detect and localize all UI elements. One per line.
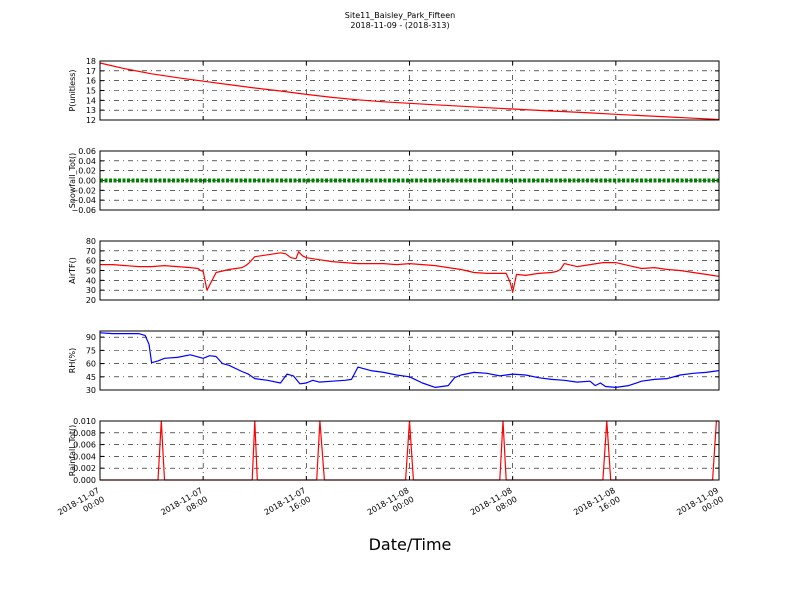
rh-ytick-label: 45 xyxy=(86,373,96,382)
rh-ytick-label: 60 xyxy=(86,360,96,369)
rainfall-frame xyxy=(99,420,720,481)
snowfall-ylabel: Snowfall_Tot() xyxy=(68,153,77,209)
rh-series-line xyxy=(99,332,720,388)
rh-frame xyxy=(99,330,720,391)
air-temp-ylabel: AirTF() xyxy=(68,257,77,284)
rainfall-ylabel: Rainfall_Tot() xyxy=(68,425,77,477)
pressure-frame xyxy=(99,60,720,121)
x-axis-label: Date/Time xyxy=(369,535,452,554)
air-temp-ytick-label: 30 xyxy=(86,286,96,295)
pressure-ytick-label: 17 xyxy=(86,67,96,76)
pressure-ytick-label: 18 xyxy=(86,57,96,66)
chart-title: Site11_Baisley_Park_Fifteen xyxy=(344,11,456,20)
rainfall-ytick-label: 0.000 xyxy=(73,476,96,485)
snowfall-frame xyxy=(99,150,720,211)
rh-ytick-label: 90 xyxy=(86,333,96,342)
rainfall-ytick-label: 0.006 xyxy=(73,441,96,450)
pressure-ytick-label: 14 xyxy=(86,96,96,105)
chart-subtitle: 2018-11-09 - (2018-313) xyxy=(350,21,450,30)
rainfall-ytick-label: 0.002 xyxy=(73,464,96,473)
pressure-ytick-label: 16 xyxy=(86,77,96,86)
snowfall-panel: −0.06−0.04−0.020.000.020.040.06Snowfall_… xyxy=(68,147,720,215)
rainfall-ytick-label: 0.008 xyxy=(73,429,96,438)
air-temp-series-line xyxy=(100,251,720,293)
air-temp-ytick-label: 20 xyxy=(86,296,96,305)
air-temp-ytick-label: 80 xyxy=(86,237,96,246)
rh-ylabel: RH(%) xyxy=(68,348,77,373)
pressure-series-line xyxy=(99,62,720,121)
pressure-ylabel: P(unitless) xyxy=(68,69,77,111)
air-temp-ytick-label: 50 xyxy=(86,267,96,276)
rh-ytick-label: 75 xyxy=(86,346,96,355)
snowfall-ytick-label: 0.06 xyxy=(78,147,96,156)
rh-ytick-label: 30 xyxy=(86,386,96,395)
snowfall-ytick-label: −0.02 xyxy=(71,186,96,195)
air-temp-ytick-label: 40 xyxy=(86,276,96,285)
rainfall-ytick-label: 0.010 xyxy=(73,417,96,426)
pressure-ytick-label: 12 xyxy=(86,116,96,125)
air-temp-ytick-label: 60 xyxy=(86,257,96,266)
snowfall-ytick-label: 0.02 xyxy=(78,167,96,176)
pressure-ytick-label: 13 xyxy=(86,106,96,115)
snowfall-ytick-label: 0.04 xyxy=(78,157,96,166)
snowfall-ytick-label: −0.04 xyxy=(71,196,96,205)
snowfall-ytick-label: 0.00 xyxy=(78,177,96,186)
snowfall-ytick-label: −0.06 xyxy=(71,206,96,215)
air-temp-ytick-label: 70 xyxy=(86,247,96,256)
rainfall-panel: 0.000 0.002 0.004 0.006 0.008 0.010Rainfall_T… xyxy=(68,417,720,485)
rh-panel: 30 45 60 75 90 RH(%) xyxy=(68,330,720,395)
air-temp-frame xyxy=(99,240,720,301)
pressure-ytick-label: 15 xyxy=(86,87,96,96)
rainfall-ytick-label: 0.004 xyxy=(73,452,96,461)
